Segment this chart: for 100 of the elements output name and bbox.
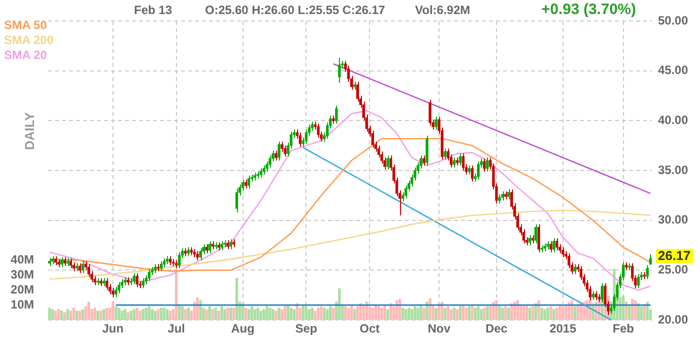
bar [631, 298, 634, 320]
bar [564, 304, 568, 320]
bar [365, 302, 368, 320]
bar [223, 309, 226, 320]
bar [468, 306, 471, 320]
bar [540, 308, 544, 320]
bar [637, 303, 640, 320]
bar [426, 302, 428, 320]
bar [316, 308, 320, 320]
bar [112, 302, 114, 320]
bar [304, 306, 308, 320]
bar [410, 309, 414, 320]
bar [434, 308, 438, 320]
bar [380, 308, 384, 320]
bar [254, 309, 256, 320]
bar [546, 308, 550, 320]
bar [498, 306, 501, 320]
bar [232, 308, 236, 320]
bar [350, 304, 353, 320]
y-tick-label: 35.00 [658, 162, 688, 177]
bar [486, 306, 489, 320]
y2-tick-label: 40M [10, 252, 34, 267]
text: DAILY [22, 112, 37, 150]
bar [516, 300, 519, 320]
bar [220, 306, 223, 320]
bar [217, 310, 220, 320]
y2-tick-label: 10M [10, 297, 34, 312]
bar [477, 306, 480, 320]
bar [420, 304, 422, 320]
bar [272, 309, 274, 320]
bar [386, 309, 390, 320]
x-tick-label: Sep [295, 322, 318, 336]
bar [166, 309, 169, 320]
bar [168, 310, 172, 320]
bar [248, 309, 250, 320]
bar [618, 297, 622, 320]
bar [144, 308, 148, 320]
bar [576, 304, 580, 320]
bar [292, 309, 296, 320]
bar [181, 306, 184, 320]
bar [244, 308, 248, 320]
x-tick-label: 2015 [550, 322, 577, 336]
bar [422, 308, 426, 320]
text: +0.93 (3.70%) [541, 1, 636, 18]
bar [142, 309, 144, 320]
bar [492, 302, 495, 320]
bar [534, 303, 538, 320]
bar [268, 308, 272, 320]
bar [537, 300, 540, 320]
y-tick-label: 40.00 [658, 112, 688, 127]
bar [507, 308, 510, 320]
bar [284, 306, 286, 320]
bar [66, 309, 69, 320]
text: SMA 20 [4, 48, 47, 62]
bar [371, 308, 374, 320]
x-tick-label: Jul [168, 322, 186, 336]
bar [377, 306, 380, 320]
bar [625, 302, 628, 320]
y2-tick-label: 20M [10, 282, 34, 296]
bar [314, 310, 317, 320]
bar [72, 308, 75, 320]
text: Feb 13 [134, 3, 172, 17]
bar [474, 308, 477, 320]
bar [274, 310, 278, 320]
bar [416, 308, 420, 320]
bar [160, 308, 163, 320]
text: SMA 50 [4, 18, 47, 32]
bar [528, 308, 532, 320]
bar [329, 306, 332, 320]
bar [480, 309, 483, 320]
bar [323, 308, 326, 320]
bar [389, 303, 392, 320]
text: Vol:6.92M [415, 3, 470, 17]
bar [550, 306, 552, 320]
bar [483, 308, 486, 320]
bar [57, 309, 60, 320]
bar [332, 308, 335, 320]
y-tick-label: 20.00 [658, 312, 688, 326]
bar [102, 309, 106, 320]
bar [278, 308, 280, 320]
x-tick-label: Oct [360, 322, 380, 336]
bar [187, 308, 190, 320]
bar [154, 310, 157, 320]
bar [211, 309, 214, 320]
bar [562, 306, 564, 320]
bar [96, 310, 100, 320]
x-tick-label: Feb [612, 322, 634, 336]
bar [126, 312, 130, 320]
bar [326, 309, 329, 320]
bar [226, 308, 230, 320]
bar [63, 312, 66, 320]
bar [452, 308, 456, 320]
bar [106, 308, 108, 320]
bar [489, 304, 492, 320]
y-tick-label: 50.00 [658, 13, 688, 28]
bar [266, 306, 268, 320]
text: SMA 200 [4, 33, 54, 47]
bar [148, 306, 150, 320]
bar [260, 310, 262, 320]
bar [338, 288, 341, 320]
